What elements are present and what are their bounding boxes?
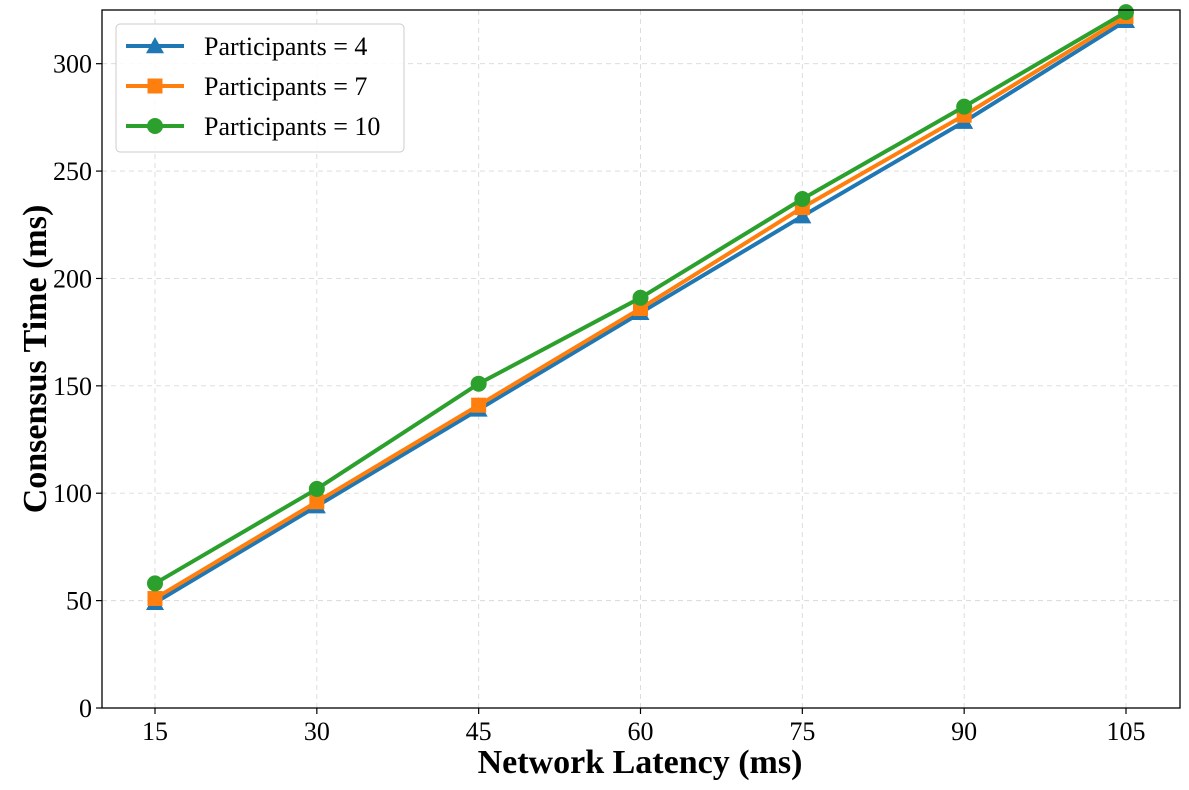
x-tick-label: 45 (466, 717, 492, 746)
y-tick-label: 300 (53, 50, 92, 79)
data-point (794, 190, 811, 207)
legend: Participants = 4 Participants = 7 Particip… (115, 23, 405, 153)
y-tick-label: 150 (53, 372, 92, 401)
data-point (147, 575, 163, 592)
legend-label: Participants = 7 (204, 72, 367, 101)
data-point (471, 397, 487, 413)
x-tick-label: 75 (789, 717, 815, 746)
x-tick-label: 105 (1107, 717, 1146, 746)
x-axis-label: Network Latency (ms) (478, 744, 803, 781)
x-tick-label: 60 (628, 717, 654, 746)
y-tick-label: 0 (79, 694, 92, 723)
legend-marker (146, 37, 164, 54)
legend-item: Participants = 4 (126, 32, 367, 61)
x-tick-label: 90 (951, 717, 977, 746)
legend-label: Participants = 10 (204, 112, 380, 141)
legend-marker (147, 78, 163, 94)
series-lines (146, 4, 1135, 610)
data-point (309, 494, 325, 510)
y-tick-label: 200 (53, 264, 92, 293)
data-point (308, 480, 325, 497)
y-tick-label: 250 (53, 157, 92, 186)
y-axis-label: Consensus Time (ms) (17, 205, 54, 514)
x-tick-label: 15 (142, 717, 168, 746)
axis-ticks: 15 30 45 60 75 90 105 0 50 100 150 200 250 300 (53, 50, 1146, 746)
y-tick-label: 50 (66, 587, 92, 616)
legend-item: Participants = 7 (126, 72, 367, 101)
legend-box (115, 23, 405, 153)
data-point (470, 375, 487, 392)
data-point (793, 207, 812, 224)
data-point (1118, 4, 1134, 21)
series-3 (147, 4, 1134, 592)
data-point (147, 590, 163, 606)
legend-marker (147, 118, 163, 134)
data-point (632, 289, 649, 306)
series-2 (147, 8, 1134, 606)
y-tick-label: 100 (53, 479, 92, 508)
legend-item: Participants = 10 (126, 112, 380, 141)
data-point (956, 98, 973, 115)
legend-label: Participants = 4 (204, 32, 367, 61)
x-tick-label: 30 (304, 717, 330, 746)
